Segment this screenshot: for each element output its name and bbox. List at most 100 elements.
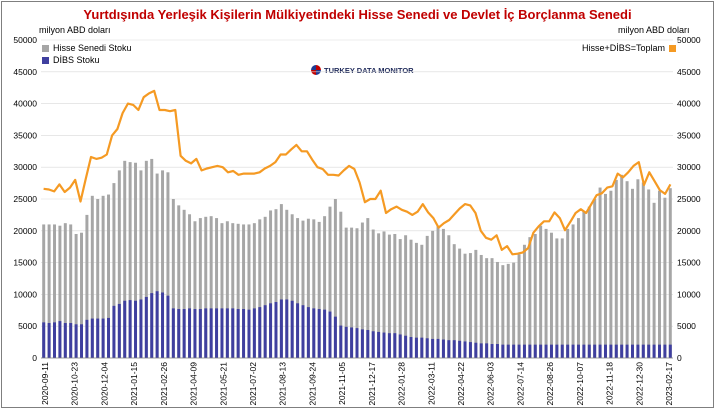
dibs-bar [204,308,208,358]
x-tick-label: 2021-04-09 [189,362,199,406]
stock-bar [436,225,440,358]
stock-bar [587,206,591,358]
dibs-bar [398,334,402,358]
dibs-bar [458,340,462,358]
x-tick-label: 2022-07-14 [515,362,525,406]
y-tick-label-right: 40000 [677,99,701,109]
dibs-bar [576,344,580,358]
dibs-bar [371,331,375,358]
dibs-bar [620,344,624,358]
y-tick-label-right: 0 [677,353,682,363]
y-tick-label-left: 10000 [13,289,37,299]
stock-bar [328,206,332,358]
dibs-bar [393,333,397,358]
y-tick-label-right: 15000 [677,258,701,268]
stock-bar [198,218,202,358]
dibs-bar [355,328,359,358]
stock-bar [134,162,138,358]
stock-bar [333,199,337,358]
y-tick-label-right: 35000 [677,130,701,140]
dibs-bar [171,308,175,358]
stock-bar [431,230,435,358]
dibs-bar [658,344,661,358]
dibs-bar [144,296,148,358]
dibs-bar [382,332,386,358]
dibs-bar [128,300,132,358]
y-tick-label-left: 0 [32,353,37,363]
stock-bar [404,235,408,358]
dibs-bar [636,344,640,358]
legend-label-stocks: Hisse Senedi Stoku [53,43,132,53]
stock-bar [247,224,251,358]
y-tick-label-left: 20000 [13,226,37,236]
stock-bar [274,209,278,358]
dibs-bar [74,324,78,358]
stock-bar [490,258,494,358]
dibs-bar [366,330,370,358]
dibs-bar [285,299,289,358]
dibs-bar [63,323,67,358]
x-tick-label: 2021-01-15 [129,362,139,406]
stock-bar [215,218,219,358]
stock-bar [495,261,499,358]
stock-bar [414,242,418,358]
dibs-bar [420,337,424,358]
dibs-bar [560,344,564,358]
logo: TURKEY DATA MONITOR [311,65,414,75]
x-tick-label: 2022-01-28 [397,362,407,406]
dibs-bar [231,308,235,358]
stock-bar [631,188,634,358]
dibs-bar [247,309,251,358]
stock-bar [74,233,78,358]
legend-swatch-stocks [42,44,49,52]
stock-bar [398,239,402,358]
dibs-bar [474,342,478,358]
stock-bar [663,197,667,358]
dibs-bar [166,295,170,358]
stock-bar [355,228,359,358]
dibs-bar [512,344,516,358]
x-tick-label: 2022-12-30 [634,362,644,406]
dibs-bar [58,321,62,358]
dibs-bar [522,344,526,358]
stock-bar [647,189,651,358]
x-tick-label: 2021-09-24 [307,362,317,406]
y-tick-label-left: 45000 [13,67,37,77]
stock-bar [236,223,240,358]
stock-bar [193,221,197,358]
dibs-bar [339,325,343,358]
stock-bar [279,204,283,358]
y-tick-label-left: 50000 [13,35,37,45]
dibs-bar [150,293,154,358]
stock-bar [539,225,543,358]
stock-bar [371,229,375,358]
stock-bar [182,209,186,358]
dibs-bar [533,344,537,358]
dibs-bar [479,343,483,358]
x-tick-label: 2022-03-11 [426,362,436,405]
dibs-bar [603,344,607,358]
stock-bar [58,225,62,358]
stock-bar [177,205,181,358]
dibs-bar [328,311,332,358]
stock-bar [441,228,445,358]
y-tick-label-left: 25000 [13,194,37,204]
stock-bar [339,211,343,358]
dibs-bar [544,344,548,358]
stock-bar [387,234,391,358]
stock-bar [225,221,229,358]
dibs-bar [452,340,456,358]
stock-bar [463,253,467,358]
y-tick-label-left: 30000 [13,162,37,172]
dibs-bar [387,333,391,358]
dibs-bar [549,344,553,358]
legend-swatch-bonds [42,56,49,64]
dibs-bar [85,319,89,358]
dibs-bar [301,305,305,358]
stock-bar [80,232,83,358]
legend-label-total: Hisse+DİBS=Toplam [582,43,666,53]
dibs-bar [155,291,159,358]
stock-bar [512,262,516,358]
y-tick-label-right: 5000 [677,321,696,331]
dibs-bar [555,344,559,358]
